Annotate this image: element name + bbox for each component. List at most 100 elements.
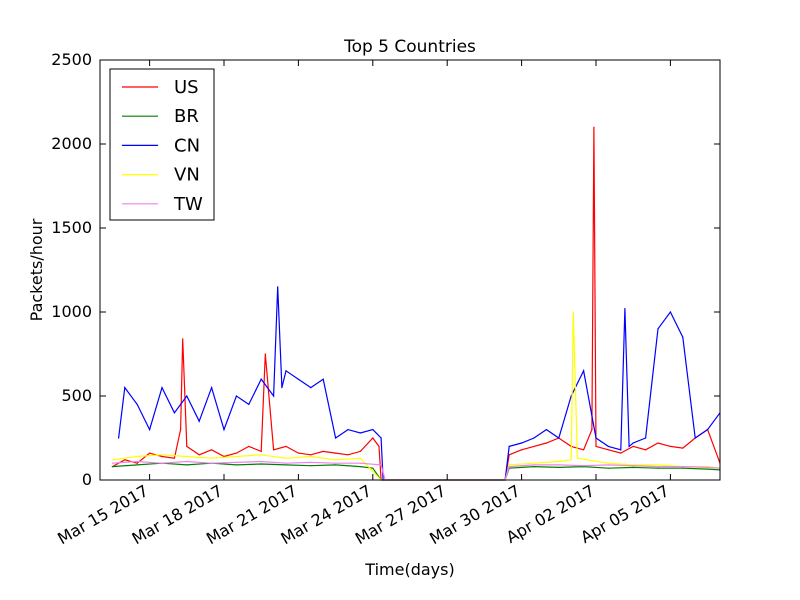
data-point	[235, 452, 237, 454]
data-point	[372, 429, 374, 431]
data-point	[322, 450, 324, 452]
data-point	[335, 437, 337, 439]
data-point	[682, 467, 684, 469]
data-point	[310, 454, 312, 456]
data-point	[632, 445, 634, 447]
data-point	[149, 452, 151, 454]
data-point	[285, 445, 287, 447]
data-point	[310, 455, 312, 458]
y-tick-label: 0	[82, 470, 92, 489]
data-point	[645, 437, 647, 439]
y-tick-label: 2000	[51, 134, 92, 153]
data-point	[359, 450, 361, 452]
data-point	[310, 461, 312, 463]
data-point	[186, 464, 188, 466]
data-point	[645, 449, 647, 451]
data-point	[198, 454, 200, 456]
series-layer	[111, 126, 721, 481]
data-point	[235, 464, 237, 466]
data-point	[694, 437, 696, 439]
x-axis-label: Time(days)	[364, 560, 454, 579]
legend-label-cn: CN	[174, 135, 200, 156]
series-line-cn	[118, 286, 721, 481]
data-point	[682, 466, 684, 468]
data-point	[136, 455, 138, 458]
data-point	[508, 445, 510, 447]
data-point	[380, 464, 382, 466]
data-point	[297, 452, 299, 454]
data-point	[136, 460, 138, 463]
data-point	[657, 466, 659, 468]
data-point	[607, 449, 610, 451]
legend-label-us: US	[174, 77, 199, 98]
data-point	[657, 442, 659, 444]
data-point	[707, 466, 709, 468]
legend-label-tw: TW	[173, 194, 203, 215]
data-point	[570, 459, 572, 461]
data-point	[545, 429, 548, 431]
data-point	[235, 455, 237, 458]
data-point	[136, 403, 138, 405]
data-point	[595, 445, 597, 447]
series-points-cn	[118, 286, 721, 481]
data-point	[359, 432, 361, 434]
data-point	[173, 457, 175, 459]
data-point	[281, 387, 283, 389]
data-point	[533, 445, 535, 447]
data-point	[180, 429, 182, 431]
data-point	[260, 460, 262, 463]
data-point	[593, 126, 595, 128]
data-point	[632, 442, 634, 444]
data-point	[186, 460, 188, 463]
data-point	[235, 461, 237, 463]
data-point	[248, 403, 250, 405]
data-point	[632, 465, 634, 467]
legend: US BR CN VN TW	[109, 68, 215, 221]
data-point	[682, 336, 684, 338]
y-tick-label: 1000	[51, 302, 92, 321]
data-point	[572, 311, 574, 313]
data-point	[310, 465, 312, 467]
data-point	[285, 457, 287, 459]
data-point	[161, 454, 163, 456]
data-point	[595, 437, 597, 439]
data-point	[707, 429, 709, 431]
data-point	[285, 464, 287, 466]
series-points-tw	[111, 460, 721, 481]
data-point	[607, 464, 610, 466]
y-axis-label: Packets/hour	[27, 218, 46, 321]
data-point	[335, 452, 337, 454]
data-point	[136, 462, 138, 464]
data-point	[521, 449, 523, 451]
data-point	[657, 328, 659, 330]
data-point	[273, 449, 275, 451]
data-point	[136, 464, 138, 466]
data-point	[335, 459, 337, 461]
data-point	[669, 445, 672, 447]
data-point	[211, 449, 213, 451]
data-point	[558, 466, 560, 468]
data-point	[508, 464, 510, 466]
data-point	[620, 452, 622, 454]
data-point	[607, 462, 610, 464]
data-point	[173, 412, 175, 414]
data-point	[335, 464, 337, 466]
data-point	[260, 450, 262, 452]
data-point	[186, 395, 188, 397]
legend-label-br: BR	[174, 106, 199, 127]
data-point	[657, 467, 659, 469]
data-point	[149, 429, 151, 431]
chart-title: Top 5 Countries	[343, 37, 476, 57]
data-point	[111, 459, 113, 461]
data-point	[285, 462, 287, 464]
data-point	[682, 447, 684, 449]
data-point	[508, 466, 510, 468]
data-point	[198, 420, 200, 422]
y-tick-label: 500	[61, 386, 92, 405]
data-point	[347, 429, 349, 431]
data-point	[211, 457, 213, 459]
data-point	[335, 462, 337, 464]
data-point	[182, 338, 184, 340]
data-point	[583, 465, 585, 467]
